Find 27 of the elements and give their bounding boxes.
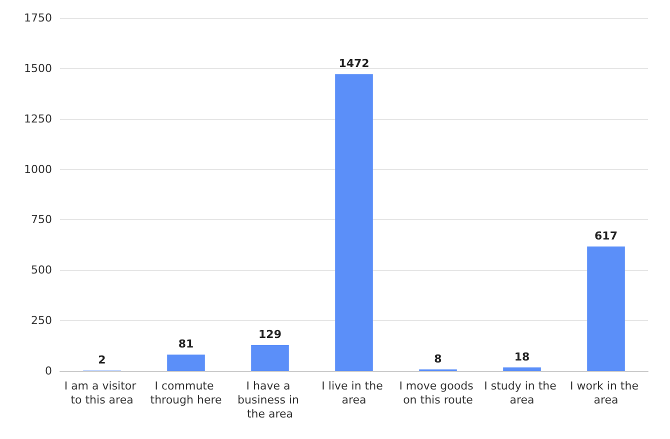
x-tick-label: I am a visitor to this area: [64, 380, 140, 406]
y-tick-label: 0: [45, 364, 52, 378]
bar: [335, 74, 373, 371]
y-tick-label: 1500: [24, 62, 52, 75]
bar: [587, 246, 625, 371]
x-tick-label: I work in the area: [570, 380, 642, 406]
data-label: 129: [258, 328, 282, 341]
x-tick-label: I have a business in the area: [238, 380, 302, 420]
x-tick-label: I commute through here: [150, 380, 222, 406]
x-tick-label: I live in the area: [322, 380, 386, 406]
data-label: 1472: [338, 57, 370, 70]
data-label: 2: [98, 354, 106, 367]
y-tick-label: 750: [31, 213, 52, 226]
data-label: 8: [434, 352, 442, 366]
data-label: 18: [514, 350, 530, 364]
bar: [251, 344, 289, 371]
y-tick-label: 1000: [24, 162, 52, 176]
x-tick-label: I move goods on this route: [399, 380, 477, 406]
bar: [503, 367, 541, 371]
y-tick-label: 1750: [24, 12, 52, 24]
bar: [167, 354, 205, 371]
y-tick-label: 250: [31, 314, 52, 328]
y-tick-label: 1250: [24, 112, 52, 126]
data-label: 81: [178, 338, 194, 351]
x-tick-label: I study in the area: [484, 380, 560, 406]
data-label: 617: [594, 230, 618, 243]
y-tick-label: 500: [31, 264, 52, 277]
